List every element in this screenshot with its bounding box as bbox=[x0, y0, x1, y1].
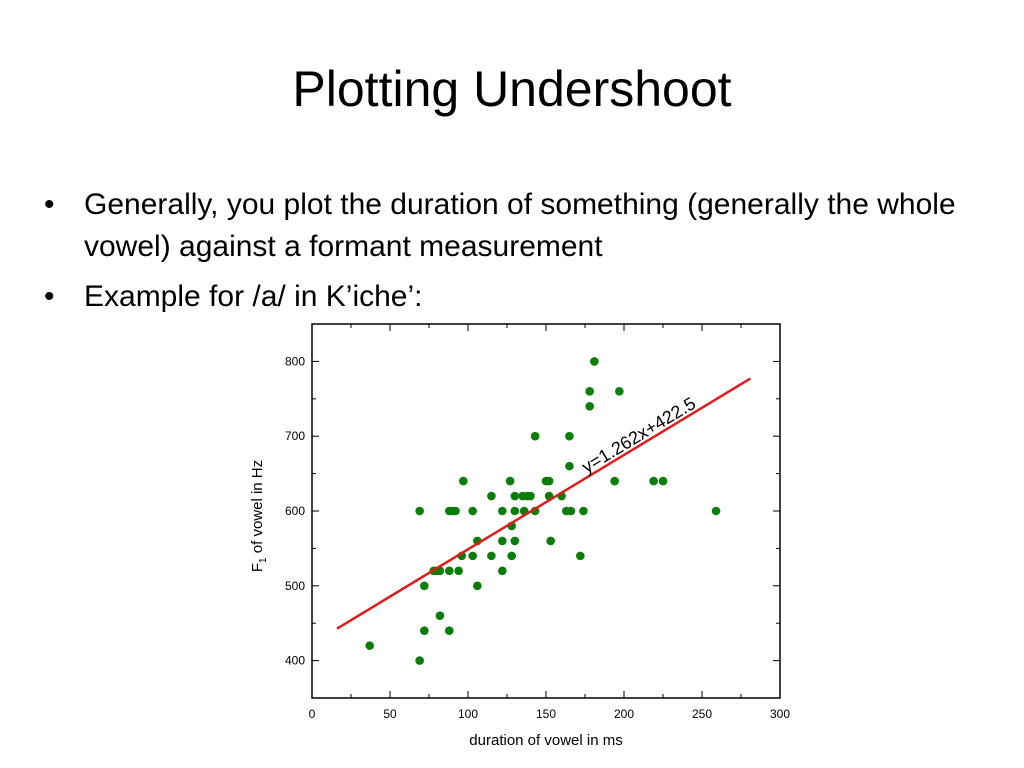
x-tick-label: 200 bbox=[614, 707, 634, 721]
data-points bbox=[365, 357, 721, 665]
data-point bbox=[526, 491, 535, 501]
data-point bbox=[510, 491, 520, 501]
bullet-item: • Example for /a/ in K’iche’: bbox=[44, 276, 984, 318]
data-point bbox=[498, 566, 507, 576]
data-point bbox=[544, 476, 554, 486]
chart-svg: 0 50 100 150 200 250 300 400 500 600 700 800 durati… bbox=[249, 323, 790, 749]
data-point bbox=[658, 476, 668, 486]
data-point bbox=[505, 476, 515, 486]
data-point bbox=[498, 506, 507, 516]
data-point bbox=[420, 626, 429, 635]
fit-equation-label: y=1.262x+422.5 bbox=[578, 393, 699, 477]
data-point bbox=[459, 476, 468, 486]
data-point bbox=[444, 566, 454, 576]
bullet-text: Example for /a/ in K’iche’: bbox=[84, 280, 423, 313]
y-axis-label-subscript: 1 bbox=[258, 557, 269, 563]
data-point bbox=[487, 551, 496, 561]
data-point bbox=[610, 476, 619, 486]
data-point bbox=[565, 431, 574, 441]
x-tick-label: 100 bbox=[458, 707, 478, 721]
data-point bbox=[468, 506, 477, 516]
data-point bbox=[420, 581, 429, 591]
data-point bbox=[415, 656, 424, 665]
y-tick-label: 400 bbox=[285, 654, 305, 668]
y-tick-label: 800 bbox=[285, 354, 305, 368]
plot-frame bbox=[311, 323, 781, 699]
data-point bbox=[576, 551, 585, 561]
data-point bbox=[415, 506, 424, 516]
x-axis-label: duration of vowel in ms bbox=[469, 732, 622, 749]
y-axis-label-main: F bbox=[249, 563, 266, 572]
x-tick-label: 300 bbox=[770, 707, 790, 721]
data-point bbox=[546, 536, 555, 546]
fit-line-group bbox=[336, 377, 752, 630]
scatter-chart: 0 50 100 150 200 250 300 400 500 600 700 800 durati… bbox=[240, 318, 800, 758]
data-point bbox=[579, 506, 588, 516]
y-tick-label: 600 bbox=[285, 504, 305, 518]
data-point bbox=[565, 461, 574, 471]
x-tick-label: 0 bbox=[309, 707, 316, 721]
slide-title: Plotting Undershoot bbox=[292, 61, 732, 117]
data-point bbox=[615, 387, 624, 396]
data-point bbox=[451, 506, 460, 516]
data-point bbox=[365, 641, 375, 650]
bullet-text: Generally, you plot the duration of some… bbox=[84, 188, 956, 263]
y-tick-label: 700 bbox=[285, 429, 305, 443]
x-tick-label: 150 bbox=[536, 707, 556, 721]
data-point bbox=[468, 551, 477, 561]
bullet-item: • Generally, you plot the duration of so… bbox=[44, 184, 984, 268]
data-point bbox=[498, 536, 507, 546]
data-point bbox=[473, 581, 482, 591]
data-point bbox=[530, 431, 540, 441]
fit-line bbox=[336, 377, 752, 630]
y-axis-label: F1 of vowel in Hz bbox=[249, 460, 269, 572]
bullet-list: • Generally, you plot the duration of so… bbox=[44, 184, 984, 326]
y-tick-label: 500 bbox=[285, 579, 305, 593]
y-axis-label-rest: of vowel in Hz bbox=[249, 460, 266, 558]
data-point bbox=[590, 357, 599, 366]
data-point bbox=[566, 506, 576, 516]
data-point bbox=[435, 611, 445, 621]
data-point bbox=[585, 401, 594, 411]
bullet-dot-icon: • bbox=[44, 280, 55, 313]
x-tick-label: 250 bbox=[692, 707, 712, 721]
bullet-dot-icon: • bbox=[44, 188, 55, 221]
data-point bbox=[507, 551, 516, 561]
data-point bbox=[487, 491, 496, 501]
data-point bbox=[649, 476, 658, 486]
data-point bbox=[454, 566, 463, 576]
data-point bbox=[711, 506, 721, 516]
data-point bbox=[510, 536, 520, 546]
data-point bbox=[585, 387, 594, 396]
axis-ticks: 0 50 100 150 200 250 300 400 500 600 700 800 bbox=[285, 324, 790, 721]
x-tick-label: 50 bbox=[383, 707, 397, 721]
data-point bbox=[510, 506, 520, 516]
data-point bbox=[444, 626, 454, 635]
